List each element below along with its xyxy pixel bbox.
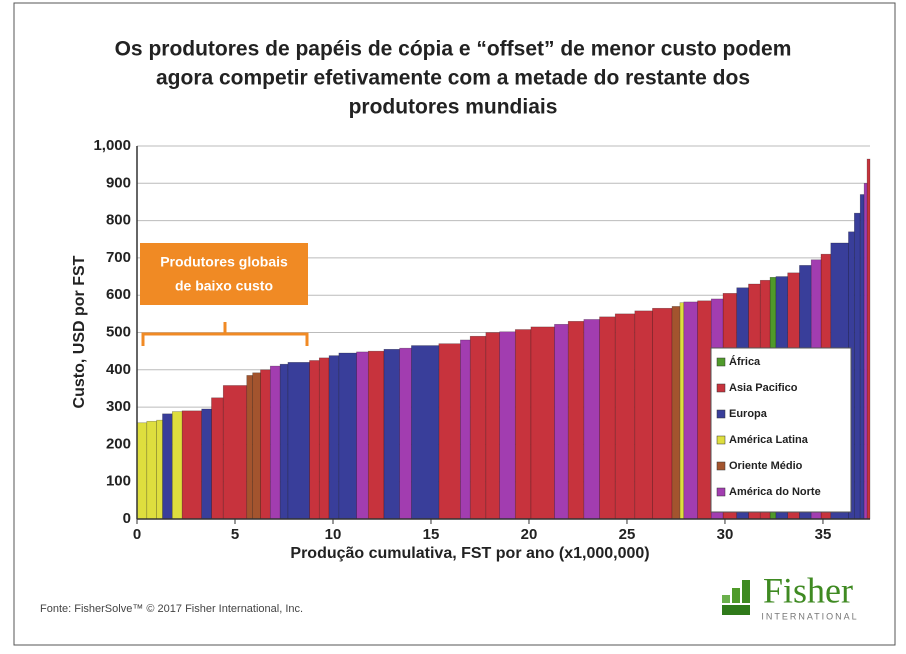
bar — [863, 183, 868, 520]
bar — [859, 194, 865, 520]
bar — [679, 302, 685, 520]
legend-label: América do Norte — [729, 486, 821, 498]
legend-swatch — [716, 383, 726, 393]
bar — [171, 411, 183, 520]
bar — [634, 310, 653, 520]
bar — [460, 339, 471, 520]
bar — [279, 363, 289, 520]
bar — [583, 319, 600, 520]
y-tick-label: 500 — [106, 323, 131, 340]
bar — [599, 316, 616, 520]
y-tick-label: 1,000 — [93, 137, 131, 154]
y-axis-label: Custo, USD por FST — [71, 255, 88, 408]
y-tick-label: 200 — [106, 435, 131, 452]
bar — [567, 321, 585, 520]
legend-label: Europa — [729, 408, 768, 420]
bar — [260, 369, 271, 520]
bar — [614, 313, 636, 520]
y-tick-label: 900 — [106, 174, 131, 191]
legend-swatch — [716, 487, 726, 497]
logo-square — [742, 580, 750, 603]
x-tick-label: 0 — [133, 526, 141, 543]
bar — [866, 158, 871, 520]
bar — [252, 372, 261, 520]
y-tick-label: 300 — [106, 398, 131, 415]
bar — [162, 413, 173, 520]
logo-square — [722, 595, 730, 603]
x-tick-label: 10 — [325, 526, 342, 543]
annotation-text: de baixo custo — [175, 278, 273, 294]
bar — [181, 410, 202, 520]
bar — [854, 212, 861, 520]
y-tick-label: 800 — [106, 212, 131, 229]
legend-box — [710, 347, 852, 513]
bracket — [141, 322, 309, 346]
x-tick-label: 35 — [815, 526, 832, 543]
bar — [338, 352, 357, 520]
bar — [222, 385, 248, 520]
legend-label: Asia Pacifico — [729, 382, 798, 394]
bar — [211, 397, 224, 520]
bar — [514, 329, 532, 520]
source: Fonte: FisherSolve™ © 2017 Fisher Intern… — [40, 603, 303, 615]
bar — [499, 331, 516, 520]
bar — [530, 326, 555, 520]
logo-name: Fisher — [763, 570, 853, 610]
bar — [201, 408, 212, 520]
x-tick-label: 30 — [717, 526, 734, 543]
bar — [399, 347, 412, 520]
bar — [671, 306, 681, 520]
x-tick-label: 20 — [521, 526, 538, 543]
bar — [438, 343, 461, 520]
bar — [485, 332, 500, 520]
y-tick-label: 0 — [123, 510, 131, 527]
legend-swatch — [716, 461, 726, 471]
annotation-text: Produtores globais — [160, 254, 288, 270]
bar — [287, 362, 310, 520]
legend-label: América Latina — [729, 434, 809, 446]
logo-square — [722, 605, 750, 615]
legend-swatch — [716, 409, 726, 419]
y-tick-label: 600 — [106, 286, 131, 303]
legend-swatch — [716, 357, 726, 367]
bar — [269, 365, 281, 520]
x-tick-label: 5 — [231, 526, 239, 543]
x-axis-label: Produção cumulativa, FST por ano (x1,000… — [290, 545, 649, 562]
bar — [356, 351, 369, 520]
logo-sub: INTERNATIONAL — [761, 611, 858, 621]
bar — [146, 420, 157, 520]
legend-label: África — [729, 355, 761, 368]
bar — [683, 301, 698, 520]
y-tick-label: 700 — [106, 249, 131, 266]
bar — [652, 307, 673, 520]
y-tick-label: 100 — [106, 473, 131, 490]
logo-square — [732, 588, 740, 603]
x-tick-label: 15 — [423, 526, 440, 543]
title-line: produtores mundiais — [349, 96, 558, 119]
legend-label: Oriente Médio — [729, 460, 803, 472]
bar — [697, 300, 712, 520]
x-tick-label: 25 — [619, 526, 636, 543]
plot: 0 100 200 300 400 500 600 700 800 900 1,000 0 5 10 15 2… — [93, 137, 871, 543]
frame — [13, 2, 896, 646]
y-tick-label: 400 — [106, 361, 131, 378]
bar — [469, 335, 487, 520]
logo: Fisher INTERNATIONAL — [722, 570, 858, 621]
bar — [383, 348, 400, 520]
bar — [328, 355, 340, 520]
annotation-box — [140, 243, 308, 305]
bar — [156, 419, 163, 520]
bar — [554, 323, 569, 520]
title-line: agora competir efetivamente com a metade… — [156, 67, 750, 90]
bar — [367, 350, 385, 520]
bar — [246, 375, 253, 520]
bar — [318, 357, 330, 520]
bar — [136, 422, 148, 520]
bar — [309, 360, 320, 520]
title-line: Os produtores de papéis de cópia e “offs… — [115, 38, 792, 61]
annotation: Produtores globais de baixo custo — [140, 243, 309, 346]
bar — [411, 345, 440, 520]
legend-swatch — [716, 435, 726, 445]
